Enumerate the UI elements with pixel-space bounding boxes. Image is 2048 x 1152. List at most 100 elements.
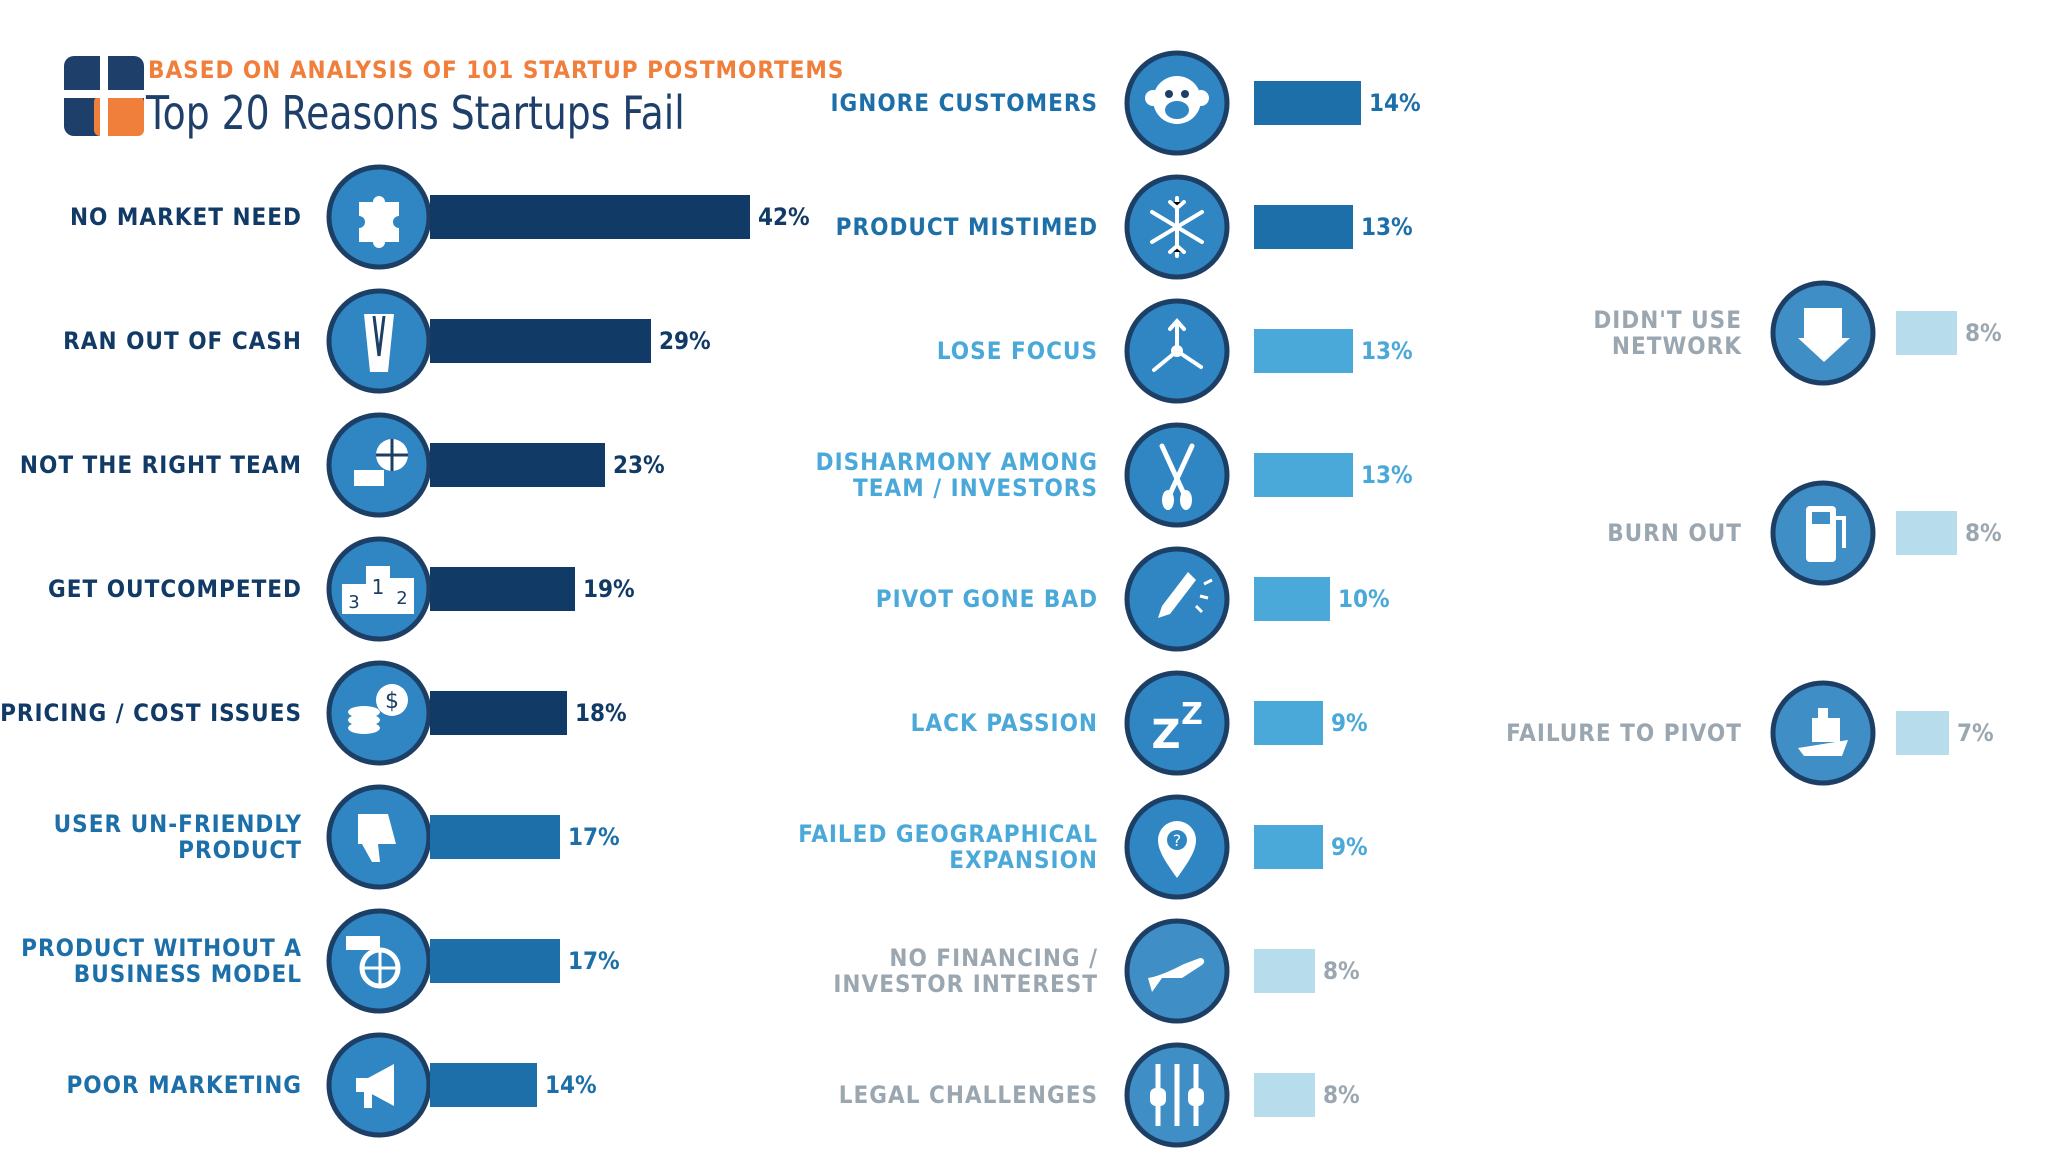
- bar-row: USER UN-FRIENDLY PRODUCT 17%: [0, 782, 2048, 892]
- bar-row: LEGAL CHALLENGES 8%: [0, 1040, 2048, 1150]
- bar: [1896, 511, 1957, 555]
- bar-value-label: 23%: [613, 451, 665, 479]
- bar-value-label: 8%: [1323, 957, 1360, 985]
- bar-row: PRODUCT WITHOUT A BUSINESS MODEL 17%: [0, 906, 2048, 1016]
- bar-row: PIVOT GONE BAD 10%: [0, 544, 2048, 654]
- bar: [430, 939, 560, 983]
- bar-label: NO MARKET NEED: [69, 203, 302, 231]
- bar: [430, 195, 750, 239]
- bar-label: NO FINANCING / INVESTOR INTEREST: [833, 944, 1098, 998]
- bar-value-label: 17%: [568, 947, 620, 975]
- bar-value-label: 19%: [583, 575, 635, 603]
- thumbs-down-icon: [324, 782, 434, 892]
- oars-icon: [1122, 420, 1232, 530]
- page-title: Top 20 Reasons Startups Fail: [146, 86, 685, 140]
- bar-row: BURN OUT 8%: [0, 478, 2048, 588]
- bar-label: LACK PASSION: [910, 709, 1098, 737]
- cart-icon: [324, 906, 434, 1016]
- bar-row: LACK PASSION Z Z 9%: [0, 668, 2048, 778]
- svg-text:?: ?: [1173, 831, 1182, 850]
- bar-row: FAILURE TO PIVOT 7%: [0, 678, 2048, 788]
- bar-row: NO MARKET NEED 42%: [0, 162, 2048, 272]
- puzzle-icon: [324, 162, 434, 272]
- bar-value-label: 17%: [568, 823, 620, 851]
- bar-row: PRICING / COST ISSUES $18%: [0, 658, 2048, 768]
- bar: [1254, 1073, 1315, 1117]
- bar-row: RAN OUT OF CASH 29%: [0, 286, 2048, 396]
- bar: [1896, 311, 1957, 355]
- bar-label: LOSE FOCUS: [936, 337, 1098, 365]
- logo-icon: [64, 56, 144, 136]
- svg-text:Z: Z: [1181, 697, 1203, 732]
- bar-row: FAILED GEOGRAPHICAL EXPANSION? 9%: [0, 792, 2048, 902]
- bar-value-label: 13%: [1361, 461, 1413, 489]
- bar-row: LOSE FOCUS 13%: [0, 296, 2048, 406]
- bar-value-label: 14%: [545, 1071, 597, 1099]
- bar-value-label: 42%: [758, 203, 810, 231]
- bar-label: FAILED GEOGRAPHICAL EXPANSION: [798, 820, 1098, 874]
- bar-label: FAILURE TO PIVOT: [1506, 719, 1742, 747]
- bar: [430, 443, 605, 487]
- bar: [1254, 81, 1361, 125]
- bar: [1254, 205, 1353, 249]
- bar-label: GET OUTCOMPETED: [47, 575, 302, 603]
- ship-icon: [1768, 678, 1878, 788]
- bar: [430, 1063, 537, 1107]
- bar: [430, 815, 560, 859]
- monkey-icon: [1122, 48, 1232, 158]
- snowflake-icon: [1122, 172, 1232, 282]
- bar-value-label: 9%: [1331, 833, 1368, 861]
- bar-row: NO FINANCING / INVESTOR INTEREST 8%: [0, 916, 2048, 1026]
- bar-value-label: 10%: [1338, 585, 1390, 613]
- arrows-icon: [1122, 296, 1232, 406]
- svg-text:2: 2: [396, 588, 407, 609]
- bar: [1254, 825, 1323, 869]
- broken-pencil-icon: [1122, 544, 1232, 654]
- bar-label: DISHARMONY AMONG TEAM / INVESTORS: [815, 448, 1098, 502]
- bar: [1254, 701, 1323, 745]
- bar: [1896, 711, 1949, 755]
- bar-row: IGNORE CUSTOMERS 14%: [0, 48, 2048, 158]
- bar-value-label: 29%: [659, 327, 711, 355]
- bar-row: POOR MARKETING 14%: [0, 1030, 2048, 1140]
- bar-label: LEGAL CHALLENGES: [838, 1081, 1098, 1109]
- bar: [430, 567, 575, 611]
- bar: [1254, 949, 1315, 993]
- bar-row: GET OUTCOMPETED 1 3 2 19%: [0, 534, 2048, 644]
- svg-text:Z: Z: [1151, 712, 1180, 758]
- bar-row: NOT THE RIGHT TEAM 23%: [0, 410, 2048, 520]
- bar: [430, 319, 651, 363]
- bar: [1254, 577, 1330, 621]
- subtitle: BASED ON ANALYSIS OF 101 STARTUP POSTMOR…: [148, 56, 845, 84]
- bar-value-label: 8%: [1323, 1081, 1360, 1109]
- bar-value-label: 14%: [1369, 89, 1421, 117]
- network-icon: [1768, 278, 1878, 388]
- bar-row: PRODUCT MISTIMED 13%: [0, 172, 2048, 282]
- bar-label: BURN OUT: [1607, 519, 1742, 547]
- bar-label: PRICING / COST ISSUES: [0, 699, 302, 727]
- bar-row: DIDN'T USE NETWORK 8%: [0, 278, 2048, 388]
- bar: [1254, 453, 1353, 497]
- svg-text:1: 1: [372, 575, 385, 599]
- open-hand-icon: [1122, 916, 1232, 1026]
- bar-value-label: 8%: [1965, 319, 2002, 347]
- map-pin-icon: ?: [1122, 792, 1232, 902]
- bar-label: PIVOT GONE BAD: [875, 585, 1098, 613]
- bar-label: USER UN-FRIENDLY PRODUCT: [53, 810, 302, 864]
- bar-value-label: 7%: [1957, 719, 1994, 747]
- bar-label: NOT THE RIGHT TEAM: [19, 451, 302, 479]
- bar-label: PRODUCT MISTIMED: [835, 213, 1098, 241]
- svg-text:3: 3: [348, 592, 359, 613]
- jail-icon: [1122, 1040, 1232, 1150]
- bar-value-label: 13%: [1361, 213, 1413, 241]
- bar-value-label: 9%: [1331, 709, 1368, 737]
- svg-text:$: $: [385, 689, 399, 714]
- bar-label: RAN OUT OF CASH: [63, 327, 302, 355]
- bar-label: IGNORE CUSTOMERS: [830, 89, 1098, 117]
- coins-icon: $: [324, 658, 434, 768]
- bar-label: DIDN'T USE NETWORK: [1593, 306, 1742, 360]
- bar-label: PRODUCT WITHOUT A BUSINESS MODEL: [21, 934, 302, 988]
- bar-row: DISHARMONY AMONG TEAM / INVESTORS 13%: [0, 420, 2048, 530]
